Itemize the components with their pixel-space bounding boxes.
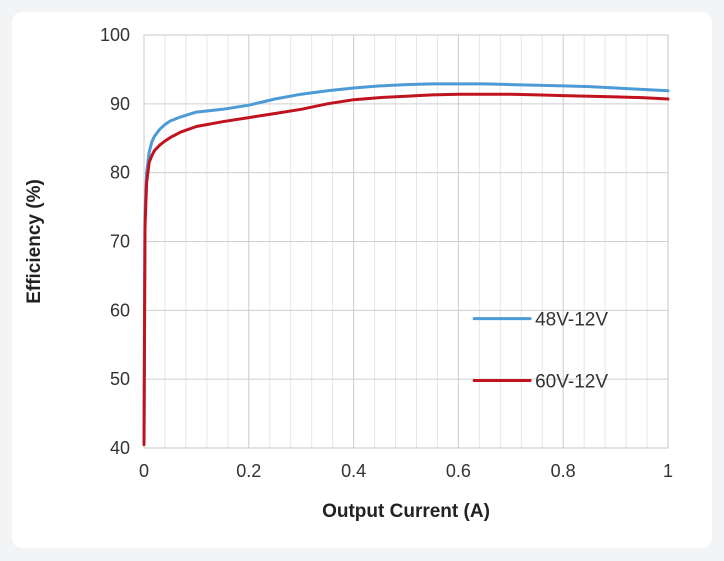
x-tick-label: 0.8	[551, 461, 576, 481]
y-tick-label: 60	[110, 300, 130, 320]
series-line-2	[142, 92, 670, 447]
legend: 48V-12V 60V-12V	[472, 310, 608, 393]
y-tick-label: 40	[110, 438, 130, 458]
x-tick-label: 0.4	[341, 461, 366, 481]
legend-label-2: 60V-12V	[535, 372, 608, 393]
y-tick-label: 50	[110, 369, 130, 389]
series-layer	[142, 82, 670, 447]
legend-label-1: 48V-12V	[535, 310, 608, 331]
y-axis-title: Efficiency (%)	[24, 179, 45, 304]
x-axis-title: Output Current (A)	[322, 501, 490, 522]
x-tick-label: 0.6	[446, 461, 471, 481]
x-tick-label: 0.2	[236, 461, 261, 481]
efficiency-chart: 0 0.2 0.4 0.6 0.8 1 40 50 60 70 80 90 100 Output Cur…	[24, 25, 673, 522]
y-tick-label: 80	[110, 163, 130, 183]
y-tick-label: 100	[100, 25, 130, 45]
x-tick-label: 1	[663, 461, 673, 481]
series-line-1	[142, 82, 670, 443]
chart-card: 0 0.2 0.4 0.6 0.8 1 40 50 60 70 80 90 100 Output Cur…	[12, 12, 712, 548]
y-tick-label: 90	[110, 94, 130, 114]
y-tick-label: 70	[110, 232, 130, 252]
x-tick-label: 0	[139, 461, 149, 481]
ticks: 0 0.2 0.4 0.6 0.8 1 40 50 60 70 80 90 100	[100, 25, 673, 481]
